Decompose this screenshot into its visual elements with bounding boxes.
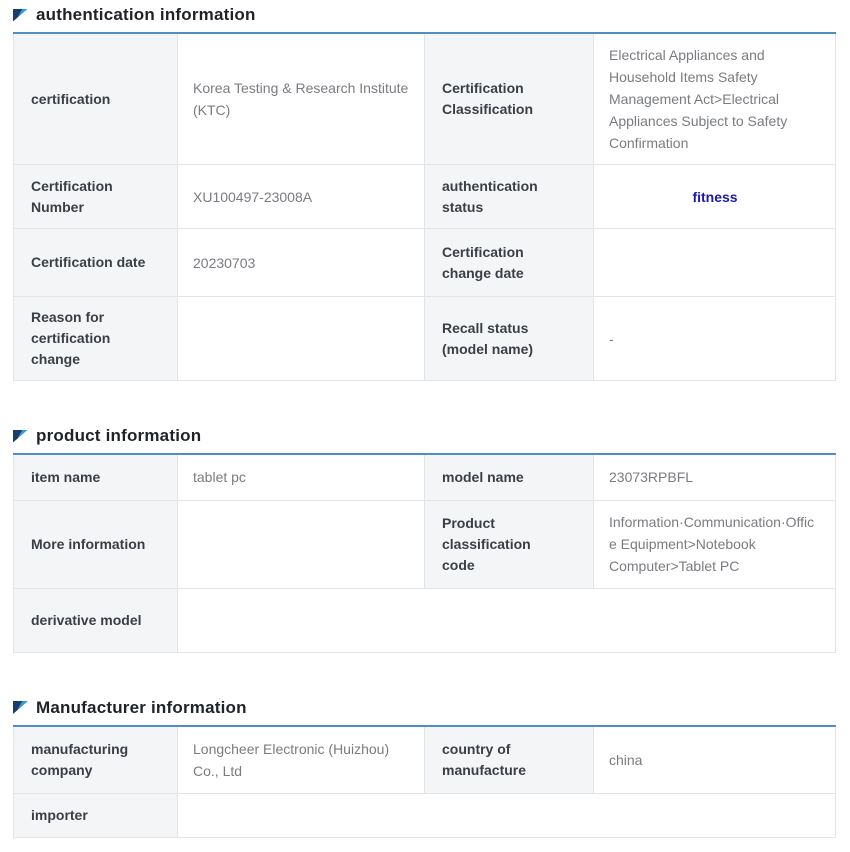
section-header-authentication: authentication information xyxy=(13,5,850,25)
row-label-authentication-status: authentication status xyxy=(424,164,594,229)
flag-icon xyxy=(13,8,28,22)
table-row: Reason for certification change Recall s… xyxy=(13,296,836,381)
table-row: importer xyxy=(13,793,836,838)
row-value-reason-for-certification-change xyxy=(177,296,425,381)
row-label-item-name: item name xyxy=(13,453,178,501)
row-label-certification-date: Certification date xyxy=(13,228,178,297)
row-value-certification-classification: Electrical Appliances and Household Item… xyxy=(593,32,836,165)
section-title-text: authentication information xyxy=(36,5,256,24)
row-value-certification-number: XU100497-23008A xyxy=(177,164,425,229)
row-value-item-name: tablet pc xyxy=(177,453,425,501)
table-row: item name tablet pc model name 23073RPBF… xyxy=(13,453,836,501)
row-label-certification-change-date: Certification change date xyxy=(424,228,594,297)
row-value-manufacturing-company: Longcheer Electronic (Huizhou) Co., Ltd xyxy=(177,725,425,794)
row-label-product-classification-code: Product classification code xyxy=(424,499,594,589)
table-row: certification Korea Testing & Research I… xyxy=(13,32,836,165)
row-label-derivative-model: derivative model xyxy=(13,587,178,653)
authentication-info-table: certification Korea Testing & Research I… xyxy=(13,32,836,381)
section-title-text: product information xyxy=(36,426,202,445)
section-header-manufacturer: Manufacturer information xyxy=(13,698,850,718)
row-label-certification-number: Certification Number xyxy=(13,164,178,229)
row-value-model-name: 23073RPBFL xyxy=(593,453,836,501)
row-value-certification: Korea Testing & Research Institute (KTC) xyxy=(177,32,425,165)
flag-icon xyxy=(13,701,28,714)
row-value-country-of-manufacture: china xyxy=(593,725,836,794)
row-value-more-information xyxy=(177,499,425,589)
status-badge: fitness xyxy=(692,188,738,205)
row-value-product-classification-code: Information·Communication·Office Equipme… xyxy=(593,499,836,589)
section-title-text: Manufacturer information xyxy=(36,697,247,717)
row-label-country-of-manufacture: country of manufacture xyxy=(424,725,594,794)
section-header-product: product information xyxy=(13,426,850,446)
table-row: More information Product classification … xyxy=(13,499,836,589)
row-value-recall-status: - xyxy=(593,296,836,381)
row-value-derivative-model xyxy=(177,587,836,653)
table-row: Certification date 20230703 Certificatio… xyxy=(13,228,836,297)
row-label-importer: importer xyxy=(13,793,178,838)
flag-icon xyxy=(13,429,28,443)
section-authentication-information: authentication information certification… xyxy=(0,5,850,381)
table-row: derivative model xyxy=(13,587,836,653)
row-value-importer xyxy=(177,793,836,838)
row-label-certification: certification xyxy=(13,32,178,165)
product-info-table: item name tablet pc model name 23073RPBF… xyxy=(13,453,836,653)
row-label-manufacturing-company: manufacturing company xyxy=(13,725,178,794)
row-label-model-name: model name xyxy=(424,453,594,501)
section-product-information: product information item name tablet pc … xyxy=(0,426,850,653)
row-label-certification-classification: Certification Classification xyxy=(424,32,594,165)
row-value-certification-change-date xyxy=(593,228,836,297)
row-value-certification-date: 20230703 xyxy=(177,228,425,297)
row-label-reason-for-certification-change: Reason for certification change xyxy=(13,296,178,381)
section-manufacturer-information: Manufacturer information manufacturing c… xyxy=(0,698,850,838)
row-label-more-information: More information xyxy=(13,499,178,589)
table-row: Certification Number XU100497-23008A aut… xyxy=(13,164,836,229)
table-row: manufacturing company Longcheer Electron… xyxy=(13,725,836,794)
row-label-recall-status: Recall status (model name) xyxy=(424,296,594,381)
row-value-authentication-status: fitness xyxy=(593,164,836,229)
manufacturer-info-table: manufacturing company Longcheer Electron… xyxy=(13,724,836,838)
